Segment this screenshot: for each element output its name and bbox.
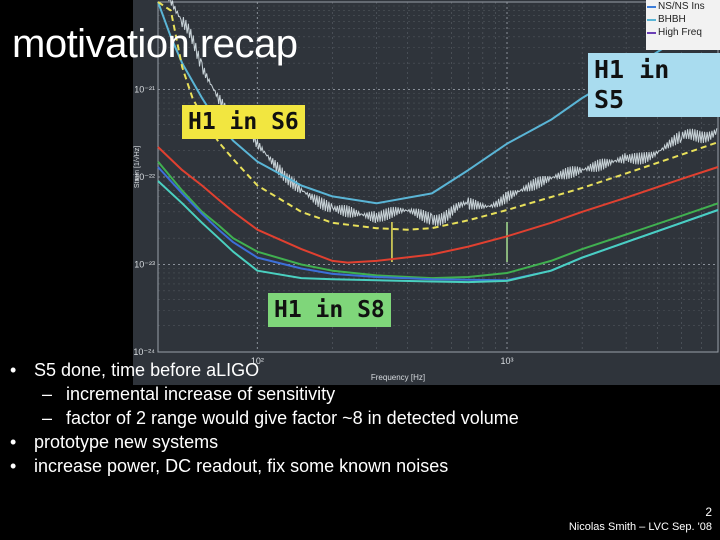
page-number: 2 bbox=[705, 505, 712, 519]
sub-bullet-item: incremental increase of sensitivity bbox=[8, 382, 528, 406]
label-h1-s8: H1 in S8 bbox=[268, 293, 391, 327]
y-tick-label: 10⁻²² bbox=[134, 172, 155, 182]
label-h1-s6: H1 in S6 bbox=[182, 105, 305, 139]
y-tick-label: 10⁻²¹ bbox=[134, 85, 155, 95]
legend-swatch-icon bbox=[647, 19, 656, 21]
series-line bbox=[157, 160, 719, 280]
bullet-list: S5 done, time before aLIGO incremental i… bbox=[8, 358, 528, 478]
legend-label: High Freq bbox=[658, 27, 702, 38]
label-h1-s5: H1 in S5 bbox=[588, 53, 720, 117]
bullet-item: prototype new systems bbox=[8, 430, 528, 454]
footer-text: Nicolas Smith – LVC Sep. '08 bbox=[568, 521, 712, 533]
legend-swatch-icon bbox=[647, 6, 656, 8]
series-line bbox=[157, 146, 719, 264]
bullet-item: increase power, DC readout, fix some kno… bbox=[8, 454, 528, 478]
series-line bbox=[157, 180, 719, 284]
legend-item: BHBH bbox=[646, 13, 720, 26]
plot-frame bbox=[157, 1, 719, 353]
y-axis-label: Strain [1/√Hz] bbox=[133, 146, 141, 188]
series-line bbox=[157, 1, 719, 231]
chart-legend: NS/NS Ins BHBH High Freq bbox=[646, 0, 720, 50]
legend-label: NS/NS Ins bbox=[658, 1, 705, 12]
bullet-item: S5 done, time before aLIGO bbox=[8, 358, 528, 382]
sub-bullet-item: factor of 2 range would give factor ~8 i… bbox=[8, 406, 528, 430]
y-tick-label: 10⁻²³ bbox=[134, 260, 155, 270]
legend-item: NS/NS Ins bbox=[646, 0, 720, 13]
slide-title: motivation recap bbox=[12, 22, 298, 66]
y-tick-label: 10⁻²⁴ bbox=[133, 347, 155, 357]
legend-swatch-icon bbox=[647, 32, 656, 34]
legend-label: BHBH bbox=[658, 14, 686, 25]
legend-item: High Freq bbox=[646, 26, 720, 39]
